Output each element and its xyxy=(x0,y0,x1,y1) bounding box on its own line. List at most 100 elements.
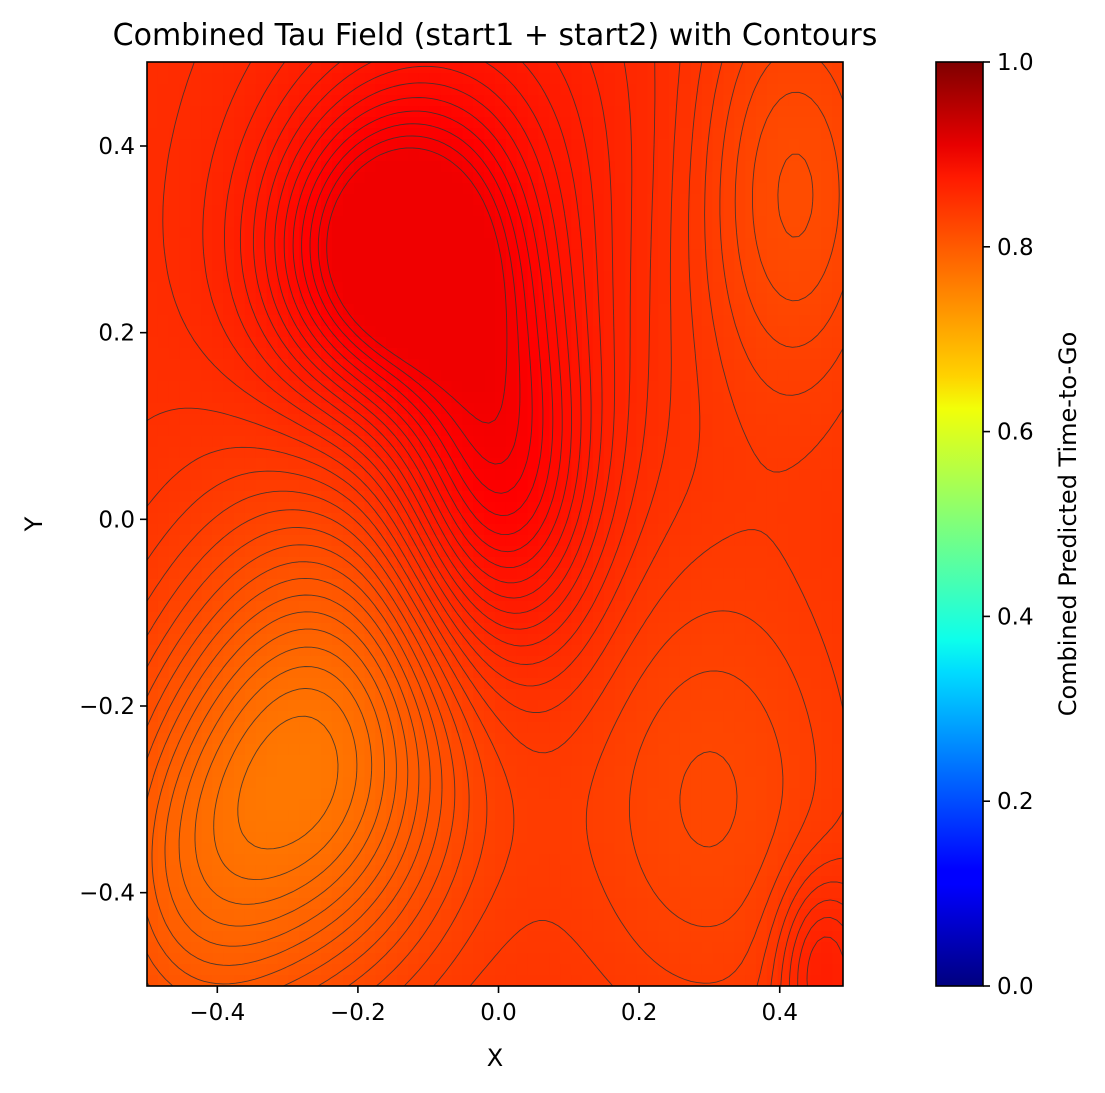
heatmap-cell xyxy=(223,436,235,448)
heatmap-cell xyxy=(331,227,344,239)
heatmap-cell xyxy=(168,271,181,283)
heatmap-cell xyxy=(397,62,409,74)
heatmap-cell xyxy=(386,491,398,503)
heatmap-cell xyxy=(462,832,474,844)
heatmap-cell xyxy=(647,799,659,811)
heatmap-cell xyxy=(484,381,496,393)
heatmap-cell xyxy=(799,645,811,657)
heatmap-cell xyxy=(277,590,289,602)
heatmap-cell xyxy=(701,348,714,360)
heatmap-cell xyxy=(799,766,811,778)
heatmap-cell xyxy=(723,909,735,921)
heatmap-cell xyxy=(679,293,692,305)
heatmap-cell xyxy=(179,546,192,558)
heatmap-cell xyxy=(527,161,540,173)
heatmap-cell xyxy=(310,744,322,756)
heatmap-cell xyxy=(147,689,159,701)
heatmap-cell xyxy=(331,645,344,657)
heatmap-cell xyxy=(799,535,811,547)
heatmap-cell xyxy=(625,810,637,822)
heatmap-cell xyxy=(299,502,311,514)
heatmap-cell xyxy=(473,843,485,855)
heatmap-cell xyxy=(473,887,485,899)
heatmap-cell xyxy=(766,711,779,723)
heatmap-cell xyxy=(625,601,637,613)
heatmap-cell xyxy=(810,392,822,404)
heatmap-cell xyxy=(299,678,311,690)
heatmap-cell xyxy=(701,524,714,536)
heatmap-cell xyxy=(429,821,442,833)
heatmap-cell xyxy=(147,535,159,547)
heatmap-cell xyxy=(266,326,279,338)
heatmap-cell xyxy=(342,909,355,921)
heatmap-cell xyxy=(440,700,453,712)
heatmap-cell xyxy=(299,711,311,723)
heatmap-cell xyxy=(342,238,355,250)
heatmap-cell xyxy=(712,579,724,591)
heatmap-cell xyxy=(505,711,518,723)
heatmap-cell xyxy=(810,568,822,580)
heatmap-cell xyxy=(636,469,648,481)
heatmap-cell xyxy=(495,194,507,206)
heatmap-cell xyxy=(201,139,213,151)
heatmap-cell xyxy=(538,84,550,96)
heatmap-cell xyxy=(234,282,246,294)
heatmap-cell xyxy=(777,744,790,756)
heatmap-cell xyxy=(234,205,246,217)
heatmap-cell xyxy=(266,392,279,404)
heatmap-cell xyxy=(734,909,746,921)
heatmap-cell xyxy=(701,183,714,195)
heatmap-cell xyxy=(734,62,746,74)
heatmap-cell xyxy=(288,777,300,789)
heatmap-cell xyxy=(179,535,192,547)
heatmap-cell xyxy=(549,645,561,657)
heatmap-cell xyxy=(266,799,279,811)
heatmap-cell xyxy=(603,216,616,228)
heatmap-cell xyxy=(397,480,409,492)
heatmap-cell xyxy=(321,502,333,514)
heatmap-cell xyxy=(462,876,474,888)
heatmap-cell xyxy=(821,62,833,74)
heatmap-cell xyxy=(669,326,681,338)
heatmap-cell xyxy=(234,810,246,822)
heatmap-cell xyxy=(386,62,398,74)
heatmap-cell xyxy=(592,150,605,162)
heatmap-cell xyxy=(723,469,735,481)
heatmap-cell xyxy=(299,667,311,679)
heatmap-cell xyxy=(603,260,616,272)
heatmap-cell xyxy=(669,304,681,316)
heatmap-cell xyxy=(212,777,224,789)
heatmap-cell xyxy=(527,425,540,437)
heatmap-cell xyxy=(451,590,463,602)
heatmap-cell xyxy=(810,117,822,129)
heatmap-cell xyxy=(429,700,442,712)
heatmap-cell xyxy=(571,403,583,415)
heatmap-cell xyxy=(255,370,268,382)
heatmap-cell xyxy=(810,238,822,250)
heatmap-cell xyxy=(255,326,268,338)
heatmap-cell xyxy=(234,656,246,668)
heatmap-cell xyxy=(266,381,279,393)
heatmap-cell xyxy=(147,524,159,536)
heatmap-cell xyxy=(658,337,670,349)
heatmap-cell xyxy=(342,656,355,668)
heatmap-cell xyxy=(451,73,463,85)
heatmap-cell xyxy=(190,821,202,833)
heatmap-cell xyxy=(462,414,474,426)
heatmap-cell xyxy=(505,491,518,503)
heatmap-cell xyxy=(321,414,333,426)
heatmap-cell xyxy=(756,249,768,261)
heatmap-cell xyxy=(386,183,398,195)
heatmap-cell xyxy=(832,909,843,921)
heatmap-cell xyxy=(462,634,474,646)
heatmap-cell xyxy=(527,579,540,591)
heatmap-cell xyxy=(386,139,398,151)
heatmap-cell xyxy=(429,568,442,580)
heatmap-cell xyxy=(418,722,431,734)
heatmap-cell xyxy=(190,744,202,756)
heatmap-cell xyxy=(679,95,692,107)
heatmap-cell xyxy=(331,821,344,833)
heatmap-cell xyxy=(658,117,670,129)
heatmap-cell xyxy=(571,73,583,85)
heatmap-cell xyxy=(571,513,583,525)
